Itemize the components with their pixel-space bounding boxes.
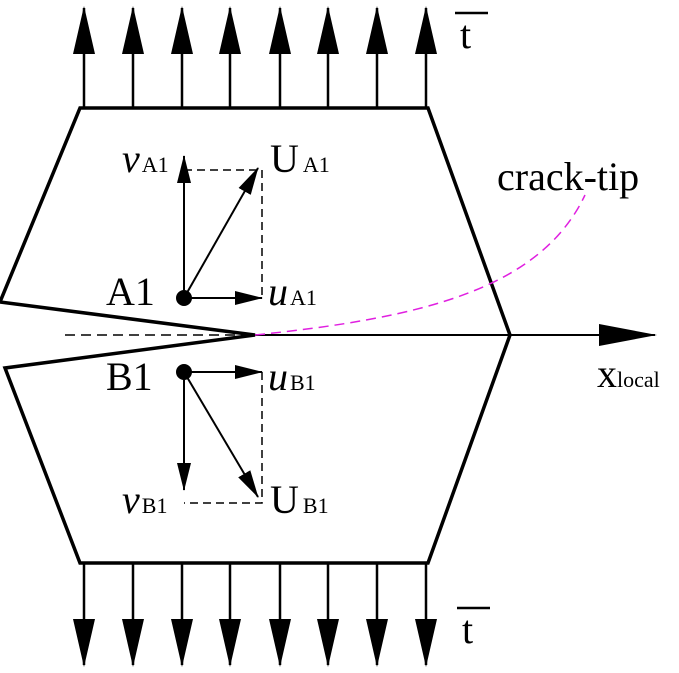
subscript: B1 [303, 493, 329, 518]
symbol: U [270, 477, 299, 522]
subscript: B1 [142, 493, 168, 518]
v-label: vB1 [122, 477, 167, 522]
element-outline [0, 106, 512, 565]
symbol: v [122, 477, 140, 522]
U-label: U B1 [270, 477, 329, 522]
subscript: local [617, 367, 660, 392]
symbol: u [268, 269, 288, 314]
traction-label: t [462, 607, 473, 652]
point-label: A1 [106, 269, 155, 314]
u-label: uB1 [268, 354, 316, 399]
displacement-a [176, 155, 263, 306]
symbol: v [122, 136, 140, 181]
symbol: U [270, 136, 299, 181]
v-label: vA1 [122, 136, 169, 181]
subscript: A1 [290, 285, 317, 310]
traction-label: t [460, 12, 471, 57]
subscript: A1 [303, 152, 330, 177]
axis-label: xlocal [597, 351, 660, 396]
symbol: u [268, 354, 288, 399]
displacement-b [176, 364, 263, 504]
U-label: U A1 [270, 136, 330, 181]
subscript: B1 [290, 370, 316, 395]
crack-tip-label: crack-tip [497, 154, 639, 199]
crack-path [254, 194, 586, 336]
traction-arrows [73, 6, 437, 667]
point-label: B1 [106, 354, 153, 399]
subscript: A1 [142, 152, 169, 177]
u-label: uA1 [268, 269, 317, 314]
symbol: x [597, 351, 617, 396]
